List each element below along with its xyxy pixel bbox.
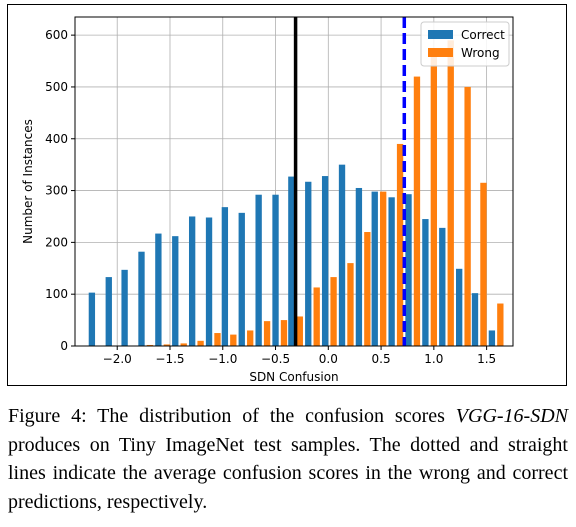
wrong-bar	[447, 40, 454, 346]
correct-bar	[405, 194, 412, 346]
y-tick-label: 600	[45, 28, 68, 42]
legend: Correct Wrong	[420, 21, 510, 67]
x-tick-label: −1.0	[208, 352, 237, 366]
x-axis-label: SDN Confusion	[249, 370, 338, 384]
y-tick-label: 0	[60, 339, 68, 353]
correct-bar	[439, 227, 446, 346]
x-tick-label: −1.5	[155, 352, 184, 366]
correct-bar	[155, 233, 162, 346]
correct-bar	[255, 194, 262, 346]
x-tick-label: −2.0	[103, 352, 132, 366]
caption-suffix: produces on Tiny ImageNet test samples. …	[8, 433, 568, 513]
correct-bar	[288, 176, 295, 346]
wrong-bar	[263, 321, 271, 346]
legend-label-correct: Correct	[461, 28, 505, 42]
wrong-bar	[214, 333, 221, 346]
wrong-bar	[296, 316, 303, 346]
wrong-bar	[163, 344, 170, 346]
wrong-bar	[380, 191, 387, 346]
wrong-bar	[497, 303, 504, 346]
x-axis-ticks: −2.0 −1.5 −1.0 −0.5 0.0 0.5 1.0 1.5	[103, 346, 496, 366]
wrong-bar	[430, 55, 438, 346]
correct-bar	[172, 236, 179, 346]
wrong-bar	[230, 334, 237, 346]
caption-prefix: Figure 4: The distribution of the confus…	[8, 405, 456, 427]
correct-bar	[188, 216, 196, 346]
correct-bar	[272, 194, 279, 346]
x-tick-label: 0.5	[372, 352, 391, 366]
legend-swatch-correct	[428, 30, 453, 39]
correct-bar	[138, 251, 145, 346]
correct-bar	[355, 187, 363, 346]
correct-bar	[88, 292, 96, 346]
legend-swatch-wrong	[428, 48, 453, 57]
y-tick-label: 200	[45, 235, 68, 249]
caption-model-name: VGG-16-SDN	[455, 405, 568, 427]
correct-bar	[221, 207, 229, 346]
figure-frame: −2.0 −1.5 −1.0 −0.5 0.0 0.5 1.0 1.5 0 100 200 300 4…	[7, 4, 567, 386]
wrong-bar	[464, 86, 471, 346]
correct-bar	[371, 191, 378, 346]
y-axis-ticks: 0 100 200 300 400 500 600	[45, 28, 75, 353]
wrong-bars	[146, 40, 504, 347]
wrong-bar	[197, 340, 204, 346]
wrong-bar	[280, 320, 288, 346]
wrong-bar	[330, 277, 337, 346]
correct-bar	[471, 293, 479, 346]
wrong-bar	[313, 287, 320, 346]
correct-bar	[488, 330, 496, 346]
histogram-chart: −2.0 −1.5 −1.0 −0.5 0.0 0.5 1.0 1.5 0 100 200 300 4…	[21, 16, 514, 384]
y-tick-label: 300	[45, 184, 68, 198]
correct-bar	[388, 197, 395, 346]
figure-caption: Figure 4: The distribution of the confus…	[8, 402, 568, 516]
axes-frame	[74, 16, 514, 347]
correct-bar	[305, 181, 312, 346]
correct-bar	[238, 212, 245, 346]
wrong-bar	[247, 330, 254, 346]
x-tick-label: 1.0	[424, 352, 443, 366]
wrong-bar	[364, 232, 371, 346]
y-tick-label: 400	[45, 132, 68, 146]
wrong-bar	[480, 182, 487, 346]
correct-bar	[121, 269, 128, 346]
y-axis-label: Number of Instances	[21, 119, 35, 244]
wrong-bar	[180, 343, 187, 346]
correct-bar	[456, 268, 463, 346]
x-tick-label: 0.0	[319, 352, 338, 366]
wrong-bar	[146, 344, 154, 346]
wrong-bar	[347, 263, 354, 346]
y-tick-label: 500	[45, 80, 68, 94]
correct-bar	[321, 176, 329, 346]
correct-bar	[105, 277, 112, 346]
wrong-bar	[413, 76, 421, 347]
correct-bar	[422, 219, 429, 346]
x-tick-label: 1.5	[477, 352, 496, 366]
correct-bar	[205, 217, 213, 346]
axes-spines	[74, 16, 514, 347]
x-tick-label: −0.5	[261, 352, 290, 366]
legend-label-wrong: Wrong	[461, 46, 500, 60]
reference-lines	[293, 17, 407, 346]
y-tick-label: 100	[45, 287, 68, 301]
correct-bars	[88, 164, 496, 346]
correct-bar	[338, 164, 346, 346]
wrong-bar	[396, 143, 404, 346]
